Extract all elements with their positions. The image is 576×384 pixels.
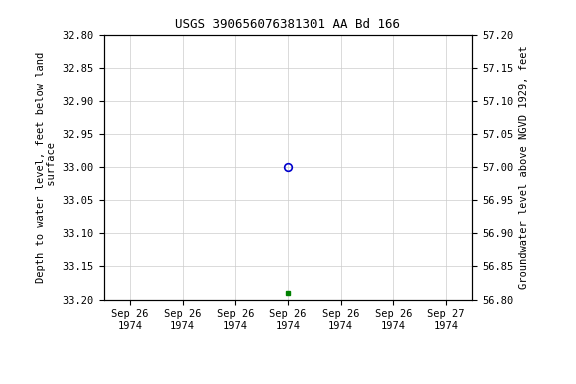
- Title: USGS 390656076381301 AA Bd 166: USGS 390656076381301 AA Bd 166: [176, 18, 400, 31]
- Y-axis label: Depth to water level, feet below land
 surface: Depth to water level, feet below land su…: [36, 51, 57, 283]
- Y-axis label: Groundwater level above NGVD 1929, feet: Groundwater level above NGVD 1929, feet: [519, 45, 529, 289]
